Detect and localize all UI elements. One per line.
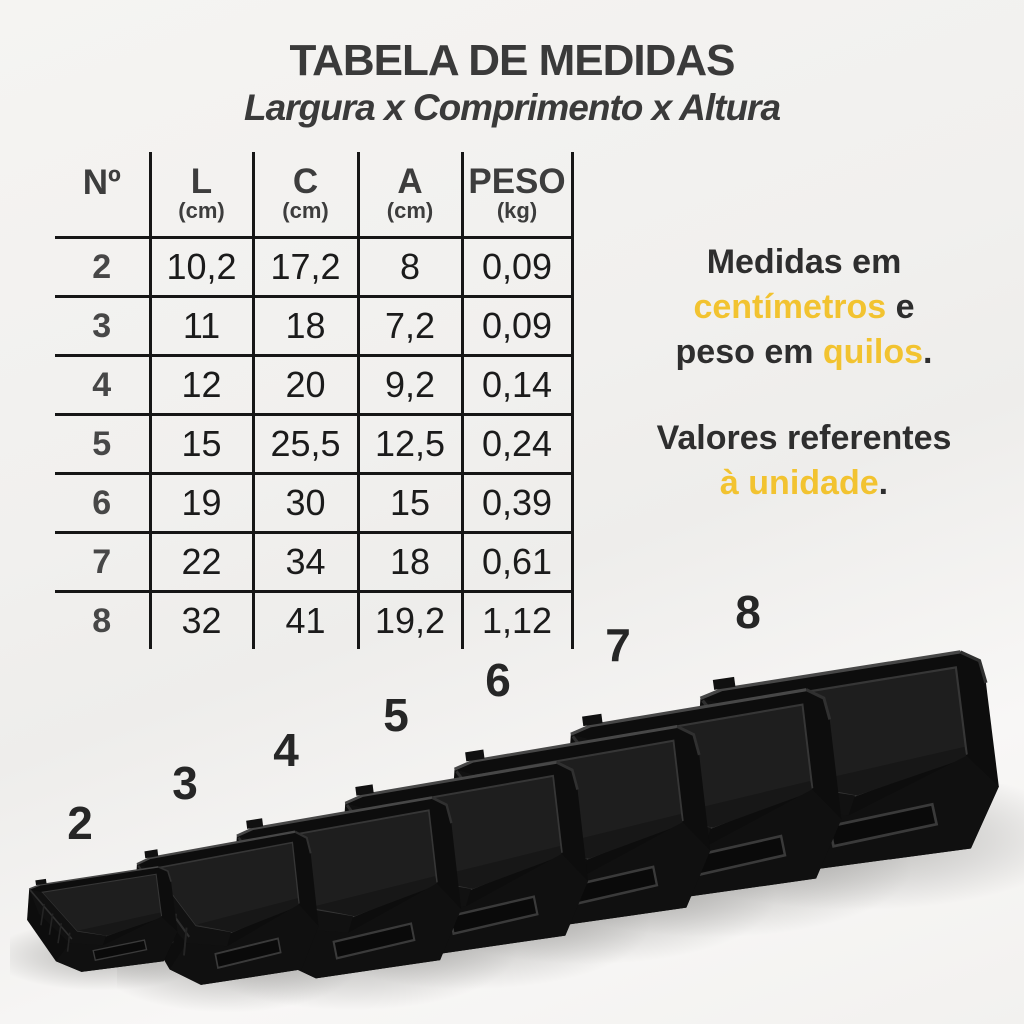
value-cell: 9,2 xyxy=(358,355,464,416)
table-row: 5 15 25,5 12,5 0,24 xyxy=(55,414,574,475)
header-unit xyxy=(55,200,149,224)
header-unit: (cm) xyxy=(178,198,225,224)
value-cell: 25,5 xyxy=(253,414,360,475)
header-label: L xyxy=(190,162,213,202)
column-header-4: PESO (kg) xyxy=(462,152,574,239)
value-cell: 18 xyxy=(253,296,360,357)
value-cell: 12,5 xyxy=(358,414,464,475)
header-label: Nº xyxy=(82,162,121,202)
value-cell: 0,39 xyxy=(462,473,574,534)
column-header-1: L (cm) xyxy=(150,152,255,239)
value-cell: 18 xyxy=(358,532,464,593)
value-cell: 41 xyxy=(253,591,360,649)
table-row: 4 12 20 9,2 0,14 xyxy=(55,355,574,416)
units-note-peso-em: peso em xyxy=(675,333,823,372)
measurements-table: Nº L (cm) C (cm) A (cm) PESO (kg) 2 10,2 17,2 8 0,09… xyxy=(55,152,574,649)
storage-bin-2 xyxy=(26,866,179,973)
table-header-row: Nº L (cm) C (cm) A (cm) PESO (kg) xyxy=(55,152,574,239)
value-cell: 10,2 xyxy=(150,237,255,298)
bins-photo: 2 3 4 5 6 7 8 xyxy=(0,560,1024,1024)
value-cell: 1,12 xyxy=(462,591,574,649)
value-cell: 19 xyxy=(150,473,255,534)
value-cell: 0,09 xyxy=(462,296,574,357)
row-number-cell: 2 xyxy=(55,237,152,298)
bin-number-label: 6 xyxy=(485,654,511,706)
units-note-e: e xyxy=(886,288,915,327)
column-header-0: Nº xyxy=(55,152,152,239)
units-note-line1: Medidas em xyxy=(706,243,902,281)
value-cell: 12 xyxy=(150,355,255,416)
per-unit-note-unidade: à unidade xyxy=(719,463,879,502)
units-note: Medidas em centímetros e peso em quilos. xyxy=(615,240,993,376)
units-note-quilos: quilos xyxy=(822,333,924,372)
per-unit-note-line1: Valores referentes xyxy=(656,418,952,457)
units-note-centimetros: centímetros xyxy=(693,288,887,327)
row-number-cell: 8 xyxy=(55,591,152,649)
notes-block: Medidas em centímetros e peso em quilos.… xyxy=(615,240,993,506)
row-number-cell: 5 xyxy=(55,414,152,475)
value-cell: 17,2 xyxy=(253,237,360,298)
table-row: 7 22 34 18 0,61 xyxy=(55,532,574,593)
value-cell: 0,14 xyxy=(462,355,574,416)
value-cell: 20 xyxy=(253,355,360,416)
value-cell: 15 xyxy=(358,473,464,534)
bin-number-label: 5 xyxy=(383,689,409,741)
bin-number-label: 8 xyxy=(735,586,761,638)
column-header-3: A (cm) xyxy=(358,152,464,239)
table-row: 8 32 41 19,2 1,12 xyxy=(55,591,574,649)
header-unit: (cm) xyxy=(386,198,434,224)
header-unit: (cm) xyxy=(282,198,329,224)
table-row: 3 11 18 7,2 0,09 xyxy=(55,296,574,357)
row-number-cell: 4 xyxy=(55,355,152,416)
value-cell: 0,09 xyxy=(462,237,574,298)
page-subtitle: Largura x Comprimento x Altura xyxy=(243,87,781,129)
header-label: A xyxy=(397,162,423,202)
header-label: C xyxy=(292,162,319,202)
value-cell: 8 xyxy=(358,237,464,298)
row-number-cell: 7 xyxy=(55,532,152,593)
column-header-2: C (cm) xyxy=(253,152,360,239)
value-cell: 15 xyxy=(150,414,255,475)
value-cell: 22 xyxy=(150,532,255,593)
row-number-cell: 3 xyxy=(55,296,152,357)
row-number-cell: 6 xyxy=(55,473,152,534)
table-row: 6 19 30 15 0,39 xyxy=(55,473,574,534)
bin-number-label: 3 xyxy=(172,757,198,809)
value-cell: 7,2 xyxy=(358,296,464,357)
value-cell: 32 xyxy=(150,591,255,649)
header-label: PESO xyxy=(468,162,566,202)
header-unit: (kg) xyxy=(496,198,538,224)
per-unit-note: Valores referentes à unidade. xyxy=(615,416,993,506)
value-cell: 19,2 xyxy=(358,591,464,649)
value-cell: 0,61 xyxy=(462,532,574,593)
title-block: TABELA DE MEDIDAS Largura x Comprimento … xyxy=(0,36,1024,129)
bin-number-label: 7 xyxy=(605,619,631,671)
page-title: TABELA DE MEDIDAS xyxy=(289,36,736,85)
per-unit-note-period: . xyxy=(878,463,889,502)
bin-number-label: 2 xyxy=(67,797,93,849)
value-cell: 11 xyxy=(150,296,255,357)
table-row: 2 10,2 17,2 8 0,09 xyxy=(55,237,574,298)
value-cell: 34 xyxy=(253,532,360,593)
bin-number-label: 4 xyxy=(273,724,299,776)
units-note-period: . xyxy=(923,333,933,372)
value-cell: 30 xyxy=(253,473,360,534)
value-cell: 0,24 xyxy=(462,414,574,475)
